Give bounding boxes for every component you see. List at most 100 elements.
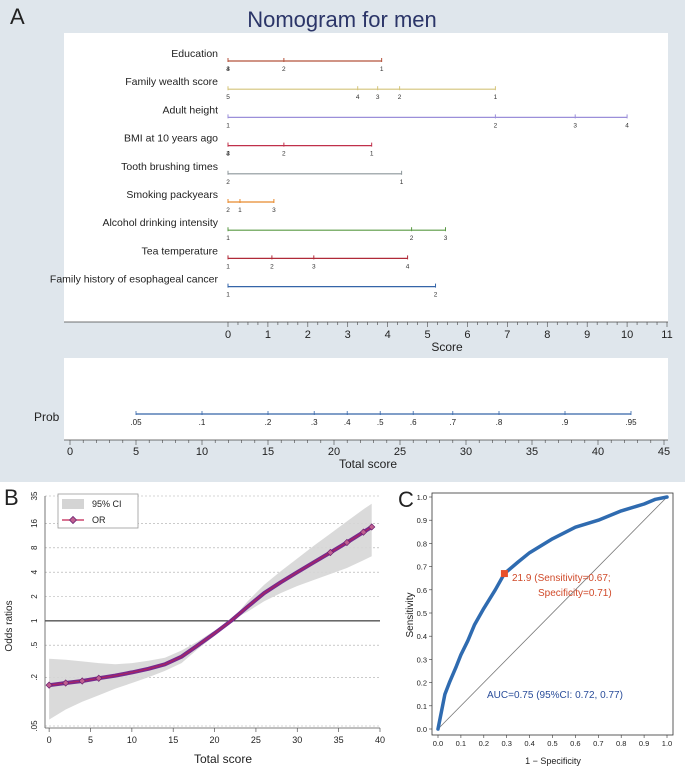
or-y-tick-label: 2	[30, 594, 39, 599]
variable-level-label: 4	[406, 263, 410, 270]
roc-y-tick-label: 0.4	[417, 632, 427, 641]
total-tick-label: 0	[67, 446, 73, 458]
variable-level-label: 3	[312, 263, 316, 270]
variable-name: Alcohol drinking intensity	[102, 217, 218, 229]
variable-level-label: 2	[282, 66, 286, 73]
score-tick-label: 6	[464, 329, 470, 341]
score-tick-label: 1	[265, 329, 271, 341]
prob-tick-label: .5	[377, 418, 384, 427]
or-x-tick-label: 10	[127, 735, 137, 745]
roc-x-tick-label: 0.6	[570, 739, 580, 748]
odds-ratio-chart: .05 .2 .5 1 2 4 8 16 35 0 5 10 15 20 25 30 35 40	[30, 491, 385, 745]
or-marker	[95, 674, 103, 682]
or-x-axis-label: Total score	[194, 752, 252, 766]
or-marker	[343, 538, 351, 547]
or-y-tick-label: 8	[30, 545, 39, 550]
roc-y-tick-label: 0.6	[417, 586, 427, 595]
or-marker	[78, 677, 86, 685]
roc-x-tick-label: 0.0	[433, 739, 443, 748]
variable-level-label: 4	[625, 122, 629, 129]
panel-label-c: C	[398, 487, 414, 512]
roc-y-tick-label: 0.2	[417, 679, 427, 688]
auc-annotation: AUC=0.75 (95%CI: 0.72, 0.77)	[487, 690, 623, 701]
variable-name: Family wealth score	[125, 76, 218, 88]
variable-level-label: 2	[398, 94, 402, 101]
variable-level-label: 3	[444, 235, 448, 242]
roc-x-tick-label: 0.1	[456, 739, 466, 748]
variable-level-label: 2	[410, 235, 414, 242]
score-tick-label: 5	[424, 329, 430, 341]
score-tick-label: 10	[621, 329, 633, 341]
roc-y-tick-label: 0.8	[417, 539, 427, 548]
prob-tick-label: .4	[344, 418, 351, 427]
prob-plot-area	[64, 358, 668, 440]
roc-y-tick-label: 1.0	[417, 493, 427, 502]
roc-y-tick-label: 0.5	[417, 609, 427, 618]
prob-tick-label: .95	[625, 418, 637, 427]
or-x-tick-label: 15	[168, 735, 178, 745]
nomogram-title: Nomogram for men	[247, 7, 437, 32]
variable-level-label: 1	[226, 235, 230, 242]
roc-chart: 0.0 0.1 0.2 0.3 0.4 0.5 0.6 0.7 0.8 0.9 1.0 0.0 0.1 0…	[417, 492, 674, 748]
variable-level-label: 2	[226, 179, 230, 186]
or-marker	[368, 523, 376, 531]
variable-name: Tooth brushing times	[121, 161, 218, 173]
roc-x-tick-label: 0.7	[593, 739, 603, 748]
variable-name: Tea temperature	[142, 245, 219, 257]
total-tick-label: 10	[196, 446, 208, 458]
or-x-tick-label: 40	[375, 735, 385, 745]
roc-x-tick-label: 0.8	[616, 739, 626, 748]
score-tick-label: 2	[305, 329, 311, 341]
prob-tick-label: .1	[199, 418, 206, 427]
variable-name: BMI at 10 years ago	[124, 133, 218, 145]
score-tick-label: 8	[544, 329, 550, 341]
or-line-core	[49, 526, 372, 686]
variable-name: Family history of esophageal cancer	[50, 274, 219, 286]
roc-y-tick-label: 0.7	[417, 563, 427, 572]
or-y-tick-label: 4	[30, 569, 39, 574]
legend-ci-swatch	[62, 499, 84, 509]
roc-reference-line	[437, 496, 668, 730]
variable-level-label: 1	[370, 151, 374, 158]
variable-level-label: 4	[226, 151, 230, 158]
legend-or-label: OR	[92, 515, 106, 525]
cutoff-label-line2: Specificity=0.71)	[538, 588, 612, 599]
or-x-tick-label: 30	[292, 735, 302, 745]
cutoff-label-line1: 21.9 (Sensitivity=0.67;	[512, 573, 611, 584]
variable-level-label: 1	[226, 292, 230, 299]
or-y-tick-label: .5	[30, 641, 39, 648]
roc-x-tick-label: 0.2	[479, 739, 489, 748]
or-y-tick-label: 16	[30, 518, 39, 527]
variable-level-label: 1	[226, 263, 230, 270]
prob-tick-label: .05	[130, 418, 142, 427]
prob-axis-label: Prob	[34, 410, 60, 424]
variable-level-label: 2	[494, 122, 498, 129]
or-marker	[62, 679, 70, 687]
total-tick-label: 5	[133, 446, 139, 458]
variable-level-label: 3	[376, 94, 380, 101]
or-y-tick-label: .2	[30, 673, 39, 680]
variable-level-label: 3	[573, 122, 577, 129]
or-x-tick-label: 0	[47, 735, 52, 745]
legend-ci-label: 95% CI	[92, 499, 122, 509]
total-tick-label: 25	[394, 446, 406, 458]
or-x-tick-label: 25	[251, 735, 261, 745]
total-tick-label: 30	[460, 446, 472, 458]
prob-tick-label: .2	[265, 418, 272, 427]
score-tick-label: 11	[661, 329, 672, 341]
variable-level-label: 1	[226, 122, 230, 129]
variable-level-label: 5	[226, 94, 230, 101]
variable-level-label: 1	[380, 66, 384, 73]
prob-axis: .05 .1 .2 .3 .4 .5 .6 .7 .8 .9 .95	[130, 411, 637, 427]
or-x-tick-label: 20	[210, 735, 220, 745]
variable-level-label: 3	[226, 151, 230, 158]
total-tick-label: 35	[526, 446, 538, 458]
roc-y-tick-label: 0.9	[417, 516, 427, 525]
variable-level-label: 4	[356, 94, 360, 101]
roc-y-tick-label: 0.0	[417, 725, 427, 734]
roc-x-tick-label: 1.0	[662, 739, 672, 748]
variable-level-label: 1	[238, 207, 242, 214]
total-tick-label: 20	[328, 446, 340, 458]
